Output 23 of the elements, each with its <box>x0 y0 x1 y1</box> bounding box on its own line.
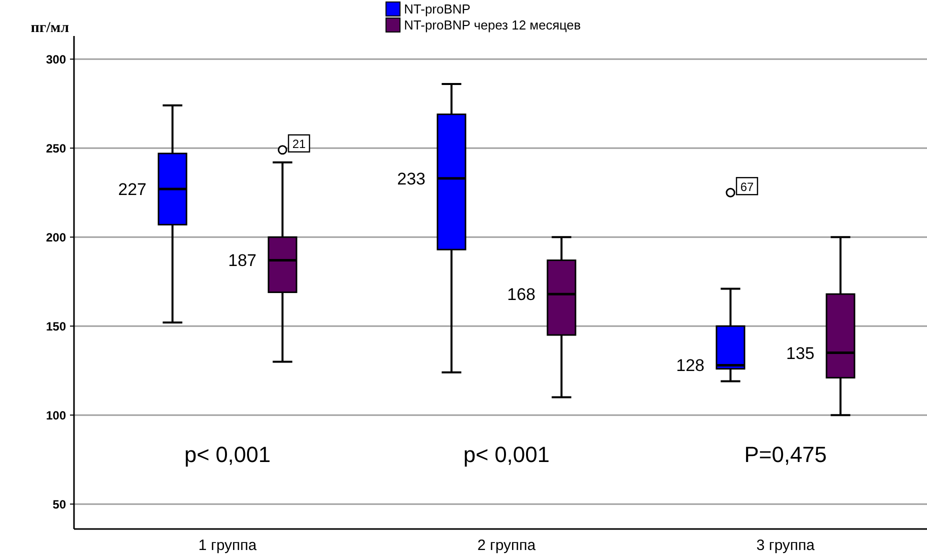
y-tick-label: 300 <box>46 52 66 66</box>
y-tick-label: 100 <box>46 408 66 422</box>
text: 135 <box>786 344 814 363</box>
legend-label: NT-proBNP через 12 месяцев <box>404 18 581 33</box>
text: 128 <box>676 356 704 376</box>
x-tick-label: 2 группа <box>477 537 536 554</box>
text: 187 <box>228 251 256 270</box>
y-tick-label: 50 <box>52 497 66 512</box>
y-tick-label: 250 <box>46 141 66 156</box>
legend-label: NT-proBNP <box>404 2 470 17</box>
x-tick-label: 1 группа <box>198 537 258 554</box>
annotation: p< 0,001 <box>463 442 550 467</box>
annotation: 21 <box>292 137 306 152</box>
x-tick-label: 3 группа <box>756 537 816 554</box>
text: 227 <box>118 180 146 200</box>
y-axis-title: пг/мл <box>30 20 70 36</box>
text: 233 <box>397 169 426 188</box>
y-tick-label: 200 <box>46 230 66 244</box>
text: 168 <box>507 285 536 304</box>
annotation: 67 <box>740 180 754 194</box>
y-tick-label: 150 <box>46 319 66 334</box>
annotation: p< 0,001 <box>184 442 271 467</box>
annotation: P=0,475 <box>744 442 827 467</box>
